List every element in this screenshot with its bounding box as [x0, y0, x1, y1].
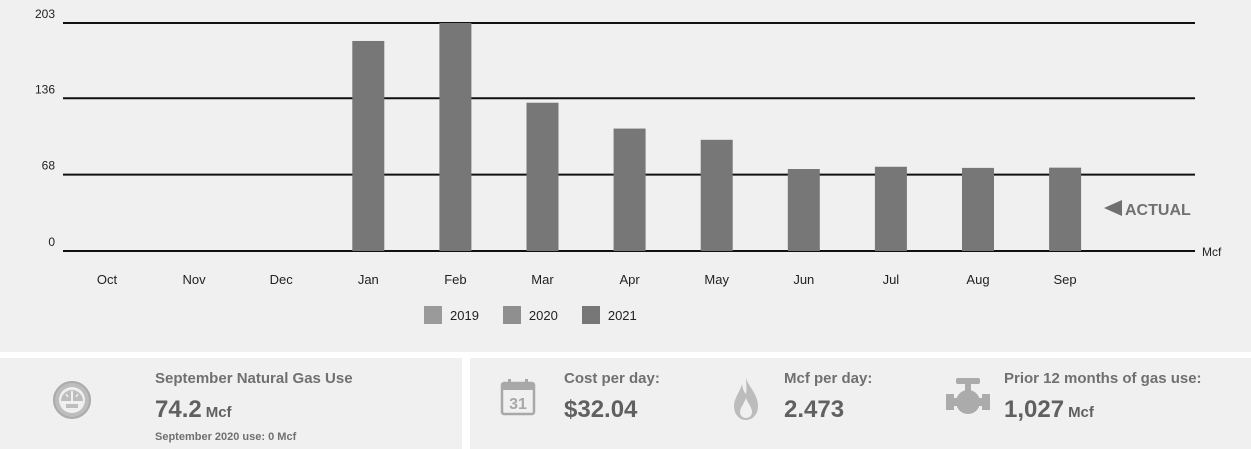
x-tick-label-jan: Jan — [358, 272, 379, 287]
legend-label-2020: 2020 — [528, 307, 558, 323]
legend-swatch-2019 — [424, 306, 442, 324]
y-tick-label-0: 0 — [48, 235, 55, 249]
monthly-use-comparison: September 2020 use: 0 Mcf — [155, 431, 297, 443]
x-tick-label-may: May — [704, 272, 729, 287]
usage-stats-panel: 31 Cost per day: $32.04 Mcf per day: 2.4… — [470, 358, 1251, 449]
legend-item-2019: 2019 — [424, 306, 479, 324]
chart-legend: 2019 2020 2021 — [424, 306, 637, 324]
y-tick-label-1: 68 — [42, 159, 56, 173]
bar-2021-jul — [874, 166, 907, 251]
legend-item-2021: 2021 — [581, 306, 637, 324]
gas-valve-icon — [946, 378, 990, 414]
bar-2021-feb — [439, 23, 472, 251]
bar-2021-mar — [526, 102, 559, 252]
x-tick-label-apr: Apr — [619, 272, 640, 287]
y-tick-label-3: 203 — [35, 7, 55, 21]
flame-icon — [734, 378, 758, 420]
gauge-icon — [53, 381, 91, 419]
legend-item-2020: 2020 — [502, 306, 558, 324]
prior-12-months-value: 1,027 — [1004, 396, 1065, 423]
x-tick-label-jun: Jun — [793, 272, 814, 287]
x-tick-label-aug: Aug — [966, 272, 989, 287]
x-tick-label-dec: Dec — [270, 272, 294, 287]
bar-2021-apr — [613, 128, 646, 251]
actual-annotation: ACTUAL — [1125, 202, 1191, 219]
x-tick-label-nov: Nov — [183, 272, 207, 287]
calendar-icon: 31 — [500, 379, 536, 416]
prior-12-months-value-line: 1,027 Mcf — [1004, 396, 1094, 424]
y-tick-label-2: 136 — [35, 82, 55, 96]
cost-per-day-title: Cost per day: — [564, 370, 660, 387]
legend-label-2019: 2019 — [450, 307, 479, 323]
usage-bar-chart: 0 68 136 203 Mcf Oct Nov Dec Jan Feb Mar Apr May Jun J… — [35, 7, 1222, 287]
legend-swatch-2021 — [581, 306, 600, 324]
prior-12-months-title: Prior 12 months of gas use: — [1004, 370, 1202, 387]
mcf-per-day-title: Mcf per day: — [784, 370, 873, 387]
bar-2021-jan — [352, 40, 385, 251]
x-tick-label-jul: Jul — [883, 272, 900, 287]
bar-2021-sep — [1049, 167, 1082, 251]
legend-swatch-2020 — [502, 306, 521, 324]
actual-arrow-icon — [1104, 200, 1122, 216]
cost-per-day-value: $32.04 — [564, 396, 638, 423]
x-tick-label-sep: Sep — [1054, 272, 1077, 287]
axis-unit-label: Mcf — [1202, 245, 1222, 259]
monthly-use-value-line: 74.2 Mcf — [155, 396, 232, 424]
calendar-day: 31 — [509, 396, 527, 413]
legend-label-2021: 2021 — [607, 307, 637, 323]
mcf-per-day-value: 2.473 — [784, 396, 845, 423]
monthly-use-value: 74.2 — [155, 396, 202, 423]
monthly-use-unit: Mcf — [205, 404, 232, 421]
monthly-use-panel: September Natural Gas Use 74.2 Mcf Septem… — [0, 358, 462, 449]
x-tick-label-mar: Mar — [531, 272, 554, 287]
monthly-use-title: September Natural Gas Use — [155, 370, 353, 387]
x-tick-label-oct: Oct — [97, 272, 118, 287]
bar-2021-jun — [787, 169, 820, 251]
chart-panel: 0 68 136 203 Mcf Oct Nov Dec Jan Feb Mar Apr May Jun J… — [0, 0, 1251, 352]
bar-2021-may — [700, 139, 733, 251]
x-tick-label-feb: Feb — [444, 272, 466, 287]
prior-12-months-unit: Mcf — [1068, 404, 1094, 421]
bar-2021-aug — [962, 167, 994, 251]
